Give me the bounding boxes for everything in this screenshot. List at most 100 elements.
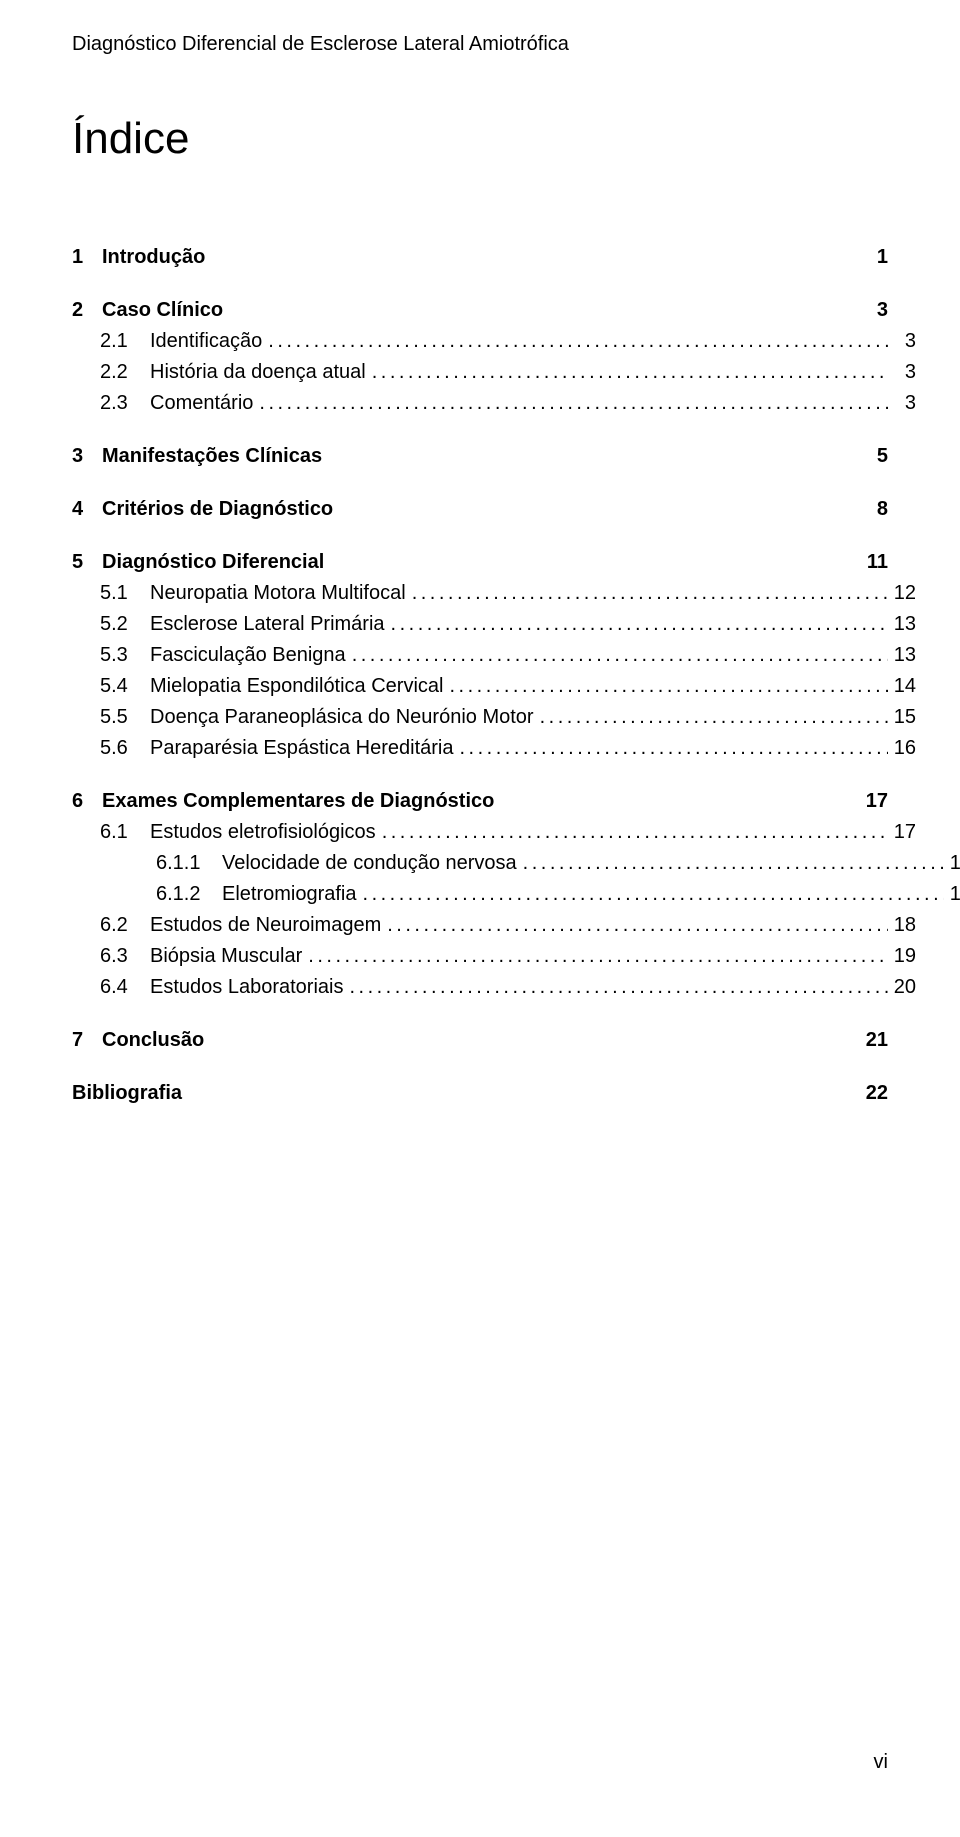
toc-entry-page: 17: [944, 849, 960, 878]
toc-entry-number: 6: [72, 787, 92, 816]
toc-entry-number: 7: [72, 1026, 92, 1055]
toc-entry-number: 5.6: [100, 734, 140, 763]
toc-entry-number: 2.2: [100, 358, 140, 387]
toc-leader-dots: [343, 973, 888, 1002]
toc-entry-number: 5.1: [100, 579, 140, 608]
toc-entry: 7Conclusão21: [72, 1026, 888, 1055]
toc-entry-number: 1: [72, 243, 92, 272]
toc-entry-label: Neuropatia Motora Multifocal: [150, 579, 406, 608]
toc-leader-dots: [253, 389, 888, 418]
toc-entry-page: 3: [888, 327, 916, 356]
toc-entry: 6.3Biópsia Muscular19: [72, 942, 916, 971]
toc-entry-page: 11: [860, 548, 888, 577]
toc-entry: 2.1Identificação3: [72, 327, 916, 356]
toc-entry-page: 13: [888, 641, 916, 670]
toc-entry-page: 15: [888, 703, 916, 732]
toc-entry: 6.1.1Velocidade de condução nervosa17: [72, 849, 960, 878]
toc-entry-number: 2: [72, 296, 92, 325]
toc-entry-number: 5.2: [100, 610, 140, 639]
toc-leader-dots: [262, 327, 888, 356]
toc-leader-dots: [385, 610, 888, 639]
toc-entry-label: Mielopatia Espondilótica Cervical: [150, 672, 443, 701]
toc-entry-number: 6.3: [100, 942, 140, 971]
toc-entry: 6.1.2 Eletromiografia 18: [72, 880, 960, 909]
toc-leader-dots: [346, 641, 888, 670]
table-of-contents: 1Introdução12Caso Clínico32.1Identificaç…: [72, 243, 888, 1108]
toc-entry-page: 3: [888, 358, 916, 387]
toc-entry-page: 16: [888, 734, 916, 763]
toc-entry-label: Manifestações Clínicas: [102, 442, 322, 471]
running-head: Diagnóstico Diferencial de Esclerose Lat…: [72, 30, 888, 59]
toc-entry-number: 2.1: [100, 327, 140, 356]
toc-entry-label: História da doença atual: [150, 358, 366, 387]
toc-entry: 4Critérios de Diagnóstico8: [72, 495, 888, 524]
toc-entry-label: Comentário: [150, 389, 253, 418]
toc-leader-dots: [302, 942, 888, 971]
toc-entry: 6.4 Estudos Laboratoriais 20: [72, 973, 916, 1002]
toc-entry-label: Caso Clínico: [102, 296, 223, 325]
toc-entry-number: 6.1.2: [156, 880, 212, 909]
toc-entry: 1Introdução1: [72, 243, 888, 272]
toc-entry-label: Diagnóstico Diferencial: [102, 548, 324, 577]
toc-entry-number: 2.3: [100, 389, 140, 418]
toc-entry-page: 8: [860, 495, 888, 524]
toc-entry: 2.2 História da doença atual 3: [72, 358, 916, 387]
toc-entry-label: Bibliografia: [72, 1079, 182, 1108]
toc-entry-number: 6.1: [100, 818, 140, 847]
toc-entry: 5.6 Paraparésia Espástica Hereditária 16: [72, 734, 916, 763]
toc-entry: 6 Exames Complementares de Diagnóstico 17: [72, 787, 888, 816]
toc-entry-label: Introdução: [102, 243, 205, 272]
toc-title: Índice: [72, 107, 888, 171]
toc-entry-page: 3: [860, 296, 888, 325]
toc-entry-page: 17: [888, 818, 916, 847]
toc-entry: 5.1Neuropatia Motora Multifocal12: [72, 579, 916, 608]
toc-entry-page: 5: [860, 442, 888, 471]
toc-entry-page: 17: [860, 787, 888, 816]
toc-entry-label: Estudos eletrofisiológicos: [150, 818, 376, 847]
toc-entry-number: 5.4: [100, 672, 140, 701]
page-number: vi: [72, 1748, 888, 1777]
toc-entry: 3 Manifestações Clínicas 5: [72, 442, 888, 471]
toc-entry: Bibliografia 22: [72, 1079, 888, 1108]
toc-entry-page: 18: [944, 880, 960, 909]
toc-entry: 5.2Esclerose Lateral Primária13: [72, 610, 916, 639]
toc-leader-dots: [376, 818, 888, 847]
toc-entry-number: 5.5: [100, 703, 140, 732]
toc-entry: 2.3 Comentário 3: [72, 389, 916, 418]
toc-entry-label: Estudos de Neuroimagem: [150, 911, 381, 940]
toc-entry-page: 14: [888, 672, 916, 701]
toc-entry-page: 20: [888, 973, 916, 1002]
toc-entry: 5.3 Fasciculação Benigna 13: [72, 641, 916, 670]
toc-leader-dots: [406, 579, 888, 608]
toc-entry-number: 5: [72, 548, 92, 577]
toc-entry: 5.4 Mielopatia Espondilótica Cervical 14: [72, 672, 916, 701]
toc-leader-dots: [366, 358, 888, 387]
toc-entry-label: Esclerose Lateral Primária: [150, 610, 385, 639]
toc-leader-dots: [534, 703, 888, 732]
toc-entry-label: Eletromiografia: [222, 880, 357, 909]
toc-entry-label: Conclusão: [102, 1026, 204, 1055]
toc-entry-label: Estudos Laboratoriais: [150, 973, 343, 1002]
toc-entry-label: Biópsia Muscular: [150, 942, 302, 971]
toc-entry-label: Paraparésia Espástica Hereditária: [150, 734, 454, 763]
toc-entry: 6.2Estudos de Neuroimagem18: [72, 911, 916, 940]
toc-entry-number: 6.2: [100, 911, 140, 940]
toc-entry-label: Exames Complementares de Diagnóstico: [102, 787, 494, 816]
toc-entry-label: Critérios de Diagnóstico: [102, 495, 333, 524]
toc-leader-dots: [517, 849, 944, 878]
toc-entry: 5.5 Doença Paraneoplásica do Neurónio Mot…: [72, 703, 916, 732]
toc-leader-dots: [443, 672, 888, 701]
toc-entry-label: Fasciculação Benigna: [150, 641, 346, 670]
toc-entry: 2 Caso Clínico 3: [72, 296, 888, 325]
toc-entry: 5 Diagnóstico Diferencial 11: [72, 548, 888, 577]
toc-entry-label: Velocidade de condução nervosa: [222, 849, 517, 878]
toc-entry-label: Doença Paraneoplásica do Neurónio Motor: [150, 703, 534, 732]
toc-leader-dots: [381, 911, 888, 940]
toc-entry-page: 3: [888, 389, 916, 418]
toc-entry-number: 3: [72, 442, 92, 471]
toc-entry-page: 22: [860, 1079, 888, 1108]
toc-leader-dots: [357, 880, 944, 909]
toc-leader-dots: [454, 734, 889, 763]
toc-entry-number: 5.3: [100, 641, 140, 670]
toc-entry-number: 6.4: [100, 973, 140, 1002]
